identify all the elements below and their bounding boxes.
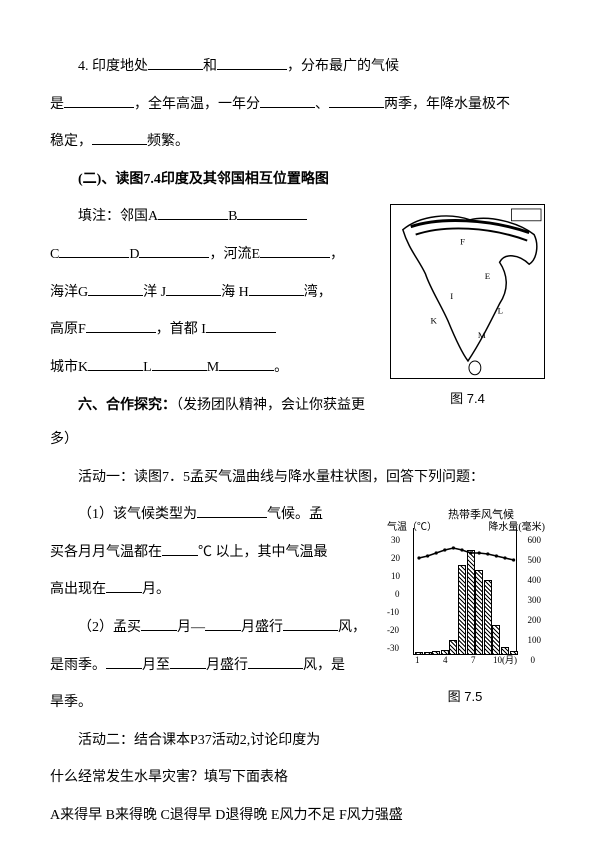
q4-line2: 是 ，全年高温，一年分 、 两季，年降水量极不 xyxy=(50,88,545,122)
text: 是 xyxy=(50,97,64,112)
blank[interactable] xyxy=(283,617,338,631)
text: 买各月月气温都在 xyxy=(50,545,162,560)
blank[interactable] xyxy=(88,357,143,371)
blank[interactable] xyxy=(148,56,203,70)
text: 频繁。 xyxy=(147,134,189,149)
section6-title: 六、合作探究： xyxy=(78,396,176,412)
text: 风， xyxy=(338,620,366,635)
blank[interactable] xyxy=(205,617,241,631)
svg-text:F: F xyxy=(460,237,465,247)
q4-line1: 4. 印度地处 和 ，分布最广的气候 xyxy=(50,50,545,84)
mumbai-climate-chart: 热带季风气候 气温（℃） 降水量(毫米) 30 20 10 0 -10 -20 … xyxy=(385,502,545,677)
svg-text:L: L xyxy=(498,306,503,316)
svg-text:E: E xyxy=(485,271,490,281)
blank[interactable] xyxy=(248,655,303,669)
text: （1）该气候类型为 xyxy=(78,507,197,522)
blank[interactable] xyxy=(92,131,147,145)
blank[interactable] xyxy=(329,94,384,108)
blank[interactable] xyxy=(152,357,207,371)
blank[interactable] xyxy=(59,244,129,258)
text: ，分布最广的气候 xyxy=(287,59,399,74)
text: 月。 xyxy=(142,582,170,597)
temp-line-svg xyxy=(385,502,545,677)
svg-text:I: I xyxy=(450,291,453,301)
blank[interactable] xyxy=(249,282,304,296)
text: B xyxy=(228,209,237,224)
blank[interactable] xyxy=(260,244,330,258)
text: 湾， xyxy=(304,285,332,300)
text: ，首都 I xyxy=(156,322,206,337)
blank[interactable] xyxy=(237,206,307,220)
blank[interactable] xyxy=(217,56,287,70)
q4-text: 4. 印度地处 xyxy=(78,59,148,74)
activity2-opts: A来得早 B来得晚 C退得早 D退得晚 E风力不足 F风力强盛 xyxy=(50,799,545,833)
text: M xyxy=(207,360,219,375)
text: 高出现在 xyxy=(50,582,106,597)
blank[interactable] xyxy=(197,504,267,518)
text: 月至 xyxy=(142,658,170,673)
activity1-title: 活动一：读图7．5孟买气温曲线与降水量柱状图，回答下列问题： xyxy=(50,461,545,495)
blank[interactable] xyxy=(162,542,198,556)
text: 海洋G xyxy=(50,285,88,300)
section2-title: (二)、读图7.4印度及其邻国相互位置略图 xyxy=(50,163,545,197)
text: 高原F xyxy=(50,322,86,337)
text: 月盛行 xyxy=(206,658,248,673)
blank[interactable] xyxy=(106,579,142,593)
text: 填注：邻国A xyxy=(78,209,158,224)
text: 两季，年降水量极不 xyxy=(384,97,510,112)
fig75-caption: 图 7.5 xyxy=(385,681,545,712)
text: 和 xyxy=(203,59,217,74)
q4-line3: 稳定， 频繁。 xyxy=(50,125,545,159)
text: 稳定， xyxy=(50,134,92,149)
figure-7-4: F E I K L M 图 7.4 xyxy=(390,204,545,414)
text: ，河流E xyxy=(209,247,260,262)
xtick: 7 xyxy=(471,650,476,672)
xtick: 4 xyxy=(443,650,448,672)
activity2-l2: 什么经常发生水旱灾害？填写下面表格 xyxy=(50,761,545,795)
blank[interactable] xyxy=(206,319,276,333)
text: 月— xyxy=(177,620,205,635)
text: 、 xyxy=(315,97,329,112)
fig74-caption: 图 7.4 xyxy=(390,383,545,414)
text: ，全年高温，一年分 xyxy=(134,97,260,112)
svg-text:K: K xyxy=(430,316,437,326)
text: L xyxy=(143,360,152,375)
blank[interactable] xyxy=(139,244,209,258)
india-map: F E I K L M xyxy=(390,204,545,379)
text: 。 xyxy=(274,360,288,375)
blank[interactable] xyxy=(141,617,177,631)
text: 洋 J xyxy=(143,285,166,300)
xtick: 10(月) xyxy=(493,650,517,672)
blank[interactable] xyxy=(260,94,315,108)
text: 月盛行 xyxy=(241,620,283,635)
text: 城市K xyxy=(50,360,88,375)
blank[interactable] xyxy=(106,655,142,669)
figure-7-5: 热带季风气候 气温（℃） 降水量(毫米) 30 20 10 0 -10 -20 … xyxy=(385,502,545,712)
text: 风，是 xyxy=(303,658,345,673)
map-svg: F E I K L M xyxy=(391,205,544,378)
blank[interactable] xyxy=(88,282,143,296)
text: 是雨季。 xyxy=(50,658,106,673)
text: 海 H xyxy=(221,285,249,300)
blank[interactable] xyxy=(64,94,134,108)
blank[interactable] xyxy=(158,206,228,220)
xtick: 1 xyxy=(415,650,420,672)
blank[interactable] xyxy=(219,357,274,371)
blank[interactable] xyxy=(170,655,206,669)
text: 气候。孟 xyxy=(267,507,323,522)
blank[interactable] xyxy=(166,282,221,296)
activity2-l1: 活动二：结合课本P37活动2,讨论印度为 xyxy=(50,724,545,758)
blank[interactable] xyxy=(86,319,156,333)
text: D xyxy=(129,247,139,262)
svg-text:M: M xyxy=(478,331,486,341)
text: ℃ 以上，其中气温最 xyxy=(198,545,328,560)
text: （2）孟买 xyxy=(78,620,141,635)
text: C xyxy=(50,247,59,262)
